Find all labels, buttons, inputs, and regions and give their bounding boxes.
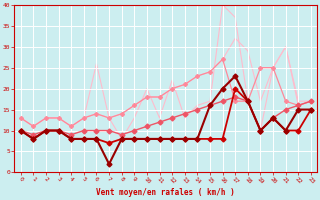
X-axis label: Vent moyen/en rafales ( km/h ): Vent moyen/en rafales ( km/h ) [96, 188, 235, 197]
